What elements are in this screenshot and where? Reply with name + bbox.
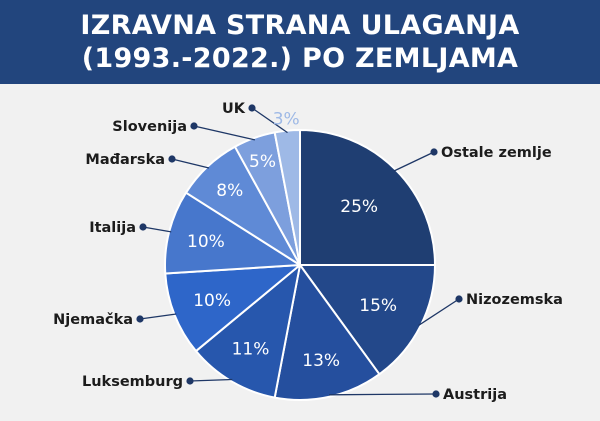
pie-slices xyxy=(164,129,436,401)
leader-line-austrija xyxy=(328,393,437,396)
category-label-njema-ka: Njemačka xyxy=(53,312,133,328)
percent-label-slovenija: 5% xyxy=(249,152,276,172)
leader-dot-luksemburg xyxy=(186,377,194,385)
leader-line-njema-ka xyxy=(139,313,177,320)
chart-title-line-2: (1993.-2022.) PO ZEMLJAMA xyxy=(81,43,519,74)
category-labels: Ostale zemlje Nizozemska Austrija Luksembur… xyxy=(53,101,563,403)
leader-dot-uk xyxy=(248,104,256,112)
leader-line-uk xyxy=(251,107,288,134)
leader-dot-italija xyxy=(139,223,147,231)
leader-dot-njema-ka xyxy=(136,315,144,323)
leader-line-ma-arska xyxy=(171,158,210,169)
leader-line-luksemburg xyxy=(189,378,233,382)
percent-label-njema-ka: 10% xyxy=(193,291,231,311)
category-label-luksemburg: Luksemburg xyxy=(82,374,183,390)
category-label-uk: UK xyxy=(222,101,246,117)
leader-dot-slovenija xyxy=(190,122,198,130)
percent-label-ma-arska: 8% xyxy=(216,181,243,201)
leader-dot-nizozemska xyxy=(455,295,463,303)
leader-line-slovenija xyxy=(193,125,256,141)
leader-line-italija xyxy=(142,226,172,233)
pie-slice-austrija xyxy=(273,264,381,401)
category-label-italija: Italija xyxy=(89,220,136,236)
percent-label-luksemburg: 11% xyxy=(232,340,270,360)
percent-label-austrija: 13% xyxy=(302,351,340,371)
category-label-austrija: Austrija xyxy=(443,387,507,403)
category-label-ostale-zemlje: Ostale zemlje xyxy=(441,145,552,161)
leader-dot-ostale-zemlje xyxy=(430,148,438,156)
percent-label-ostale-zemlje: 25% xyxy=(340,197,378,217)
title-banner: IZRAVNA STRANA ULAGANJA (1993.-2022.) PO… xyxy=(0,0,600,84)
pie-slice-nizozemska xyxy=(299,264,436,376)
leader-dot-austrija xyxy=(432,390,440,398)
category-label-nizozemska: Nizozemska xyxy=(466,292,563,308)
percent-label-uk: 3% xyxy=(273,110,300,130)
leader-line-nizozemska xyxy=(418,298,460,326)
pie-slice-uk xyxy=(273,129,301,266)
percent-label-italija: 10% xyxy=(187,232,225,252)
leader-dot-ma-arska xyxy=(168,155,176,163)
pie-slice-luksemburg xyxy=(194,264,301,399)
category-label-ma-arska: Mađarska xyxy=(85,152,165,168)
percent-labels: 25% 15% 13% 11% 10% 10% 8% 5% 3% xyxy=(187,110,397,371)
pie-slice-ostale-zemlje xyxy=(299,129,436,266)
chart-title-line-1: IZRAVNA STRANA ULAGANJA xyxy=(80,10,520,41)
category-label-slovenija: Slovenija xyxy=(112,119,187,135)
leader-lines xyxy=(136,104,463,398)
leader-line-ostale-zemlje xyxy=(393,151,435,172)
percent-label-nizozemska: 15% xyxy=(359,296,397,316)
